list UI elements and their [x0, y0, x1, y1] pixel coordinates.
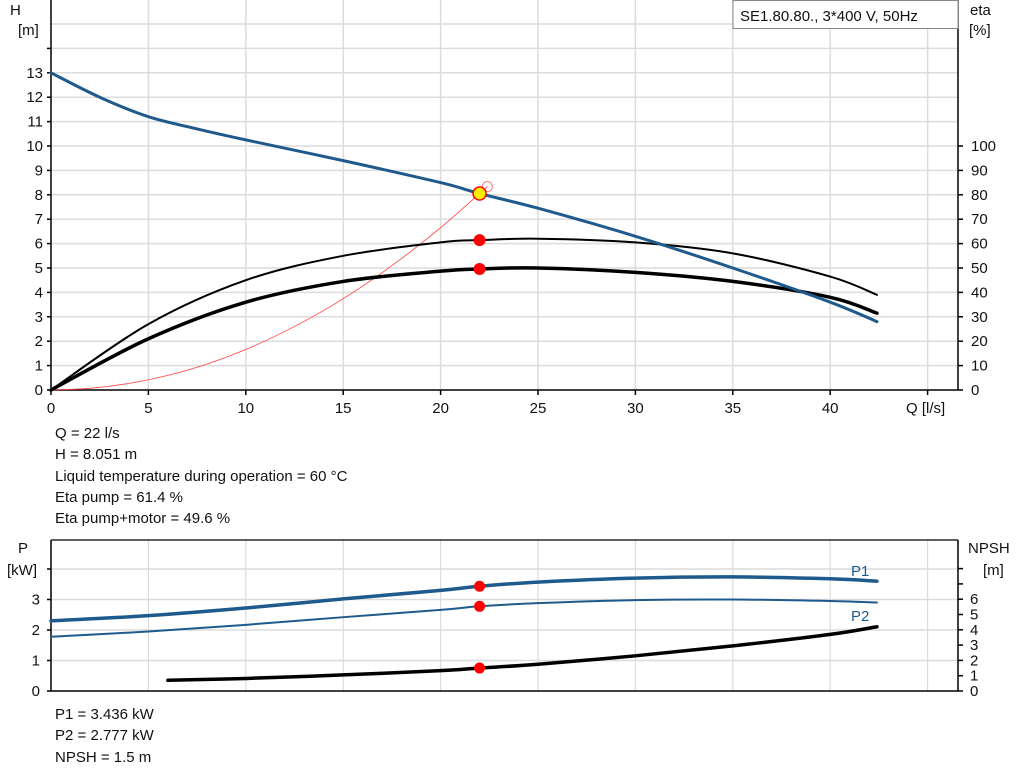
q-tick-label: 30 — [627, 400, 644, 417]
eta-tick-label: 90 — [971, 162, 988, 179]
h-tick-label: 12 — [26, 89, 43, 106]
q-tick-label: 20 — [432, 400, 449, 417]
npsh-value: NPSH = 1.5 m — [55, 748, 152, 766]
q-tick-label: 40 — [822, 400, 839, 417]
npsh-curve — [166, 624, 879, 683]
eta-tick-label: 10 — [971, 358, 988, 375]
eta-tick-label: 30 — [971, 309, 988, 326]
q-tick-label: 0 — [47, 400, 55, 417]
h-tick-label: 8 — [35, 187, 43, 204]
eta-axis-unit: [%] — [969, 22, 991, 39]
p-tick-label: 3 — [32, 592, 40, 609]
eta-tick-label: 80 — [971, 187, 988, 204]
npsh-tick-label: 5 — [970, 607, 978, 624]
flow-value: Q = 22 l/s — [55, 425, 120, 442]
power-info: P1 = 3.436 kW P2 = 2.777 kW NPSH = 1.5 m — [55, 704, 154, 768]
p2-value: P2 = 2.777 kW — [55, 727, 154, 745]
eta-tick-label: 0 — [971, 382, 979, 399]
liquid-temperature-value: Liquid temperature during operation = 60… — [55, 467, 348, 485]
p-axis-unit: [kW] — [7, 562, 37, 579]
duty-point-marker — [473, 262, 486, 275]
h-tick-label: 0 — [35, 382, 43, 399]
duty-point-marker — [473, 234, 486, 247]
npsh-tick-label: 4 — [970, 622, 978, 639]
h-tick-label: 3 — [35, 309, 43, 326]
h-tick-label: 10 — [26, 138, 43, 155]
duty-point-marker — [474, 580, 486, 592]
h-tick-label: 13 — [26, 65, 43, 82]
system-curve-curve — [50, 186, 488, 391]
eta-pump-motor-value: Eta pump+motor = 49.6 % — [55, 510, 231, 528]
p1-series-label: P1 — [851, 563, 869, 580]
duty-point-marker — [474, 600, 486, 612]
q-axis-label: Q [l/s] — [906, 400, 945, 417]
h-axis-unit: [m] — [18, 22, 39, 39]
h-tick-label: 11 — [27, 114, 43, 131]
p2-curve — [50, 598, 878, 638]
p2-series-label: P2 — [851, 608, 869, 625]
h-tick-label: 5 — [35, 260, 43, 277]
eta-tick-label: 20 — [971, 333, 988, 350]
q-tick-label: 15 — [335, 400, 352, 417]
p-tick-label: 0 — [32, 683, 40, 700]
duty-point-marker — [474, 662, 486, 674]
npsh-axis-label: NPSH — [968, 540, 1010, 557]
npsh-tick-label: 3 — [970, 637, 978, 654]
duty-point-marker — [472, 186, 487, 201]
p-tick-label: 2 — [32, 622, 40, 639]
model-title-box: SE1.80.80., 3*400 V, 50Hz — [732, 0, 959, 29]
head-curve — [49, 71, 879, 324]
operating-point-info: Q = 22 l/s H = 8.051 m Liquid temperatur… — [55, 423, 347, 529]
h-tick-label: 2 — [35, 333, 43, 350]
npsh-tick-label: 6 — [970, 591, 978, 608]
eta-tick-label: 50 — [971, 260, 988, 277]
q-tick-label: 5 — [144, 400, 152, 417]
eta-axis-label: eta — [970, 2, 992, 19]
npsh-axis-unit: [m] — [983, 562, 1004, 579]
q-tick-label: 10 — [237, 400, 254, 417]
q-tick-label: 35 — [724, 400, 741, 417]
h-axis-label: H — [10, 2, 21, 19]
eta-tick-label: 100 — [971, 138, 996, 155]
npsh-tick-label: 1 — [970, 668, 978, 685]
eta-pump-value: Eta pump = 61.4 % — [55, 488, 183, 506]
h-tick-label: 6 — [35, 236, 43, 253]
npsh-tick-label: 2 — [970, 652, 978, 669]
eta-tick-label: 60 — [971, 236, 988, 253]
p-axis-label: P — [18, 540, 28, 557]
q-tick-label: 25 — [530, 400, 547, 417]
h-tick-label: 9 — [35, 162, 43, 179]
head-efficiency-chart: 0123456789101112130102030405060708090100… — [26, 0, 996, 417]
h-tick-label: 4 — [35, 284, 43, 301]
npsh-tick-label: 0 — [970, 683, 978, 700]
eta-tick-label: 40 — [971, 284, 988, 301]
p-tick-label: 1 — [32, 653, 40, 670]
h-tick-label: 7 — [35, 211, 43, 228]
h-tick-label: 1 — [35, 358, 43, 375]
head-value: H = 8.051 m — [55, 446, 138, 464]
eta-pump-motor-curve — [49, 266, 879, 392]
eta-tick-label: 70 — [971, 211, 988, 228]
p1-value: P1 = 3.436 kW — [55, 706, 154, 723]
model-title: SE1.80.80., 3*400 V, 50Hz — [740, 8, 918, 25]
eta-pump-curve — [50, 237, 878, 391]
system-curve-end-marker — [481, 181, 493, 192]
